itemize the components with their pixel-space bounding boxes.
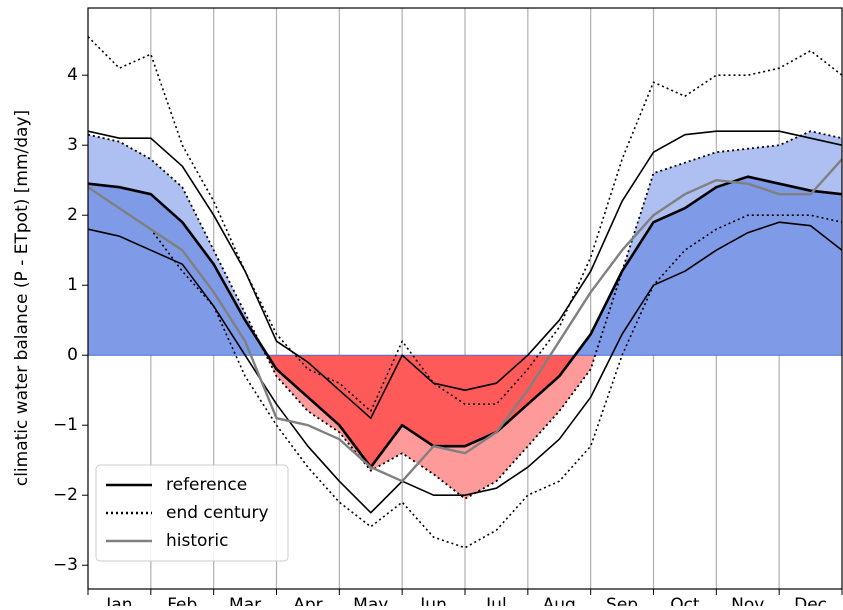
y-tick-label: 2 [67,205,78,225]
y-tick-label: −2 [53,485,78,505]
legend-label: end century [166,503,269,523]
series-line [88,36,843,412]
x-tick-label: Aug [543,595,576,606]
legend-label: reference [166,475,247,495]
y-tick-label: 4 [67,65,78,85]
legend-label: historic [166,531,228,551]
x-tick-label: Apr [293,595,322,606]
reference-area [88,176,842,355]
y-tick-label: −1 [53,415,78,435]
legend-box [95,464,289,562]
series-line [88,175,843,469]
series-line [88,186,843,549]
series-line [88,130,843,419]
series-line [88,158,843,483]
x-tick-label: Mar [229,595,261,606]
y-tick-label: 3 [67,135,78,155]
x-tick-label: Feb [167,595,197,606]
x-tick-label: Jul [485,595,507,606]
x-tick-label: Oct [670,595,700,606]
y-tick-label: 0 [67,345,78,365]
x-tick-label: Jun [419,595,447,606]
x-tick-label: Sep [606,595,638,606]
plot-frame [87,7,843,590]
reference-area [88,355,842,468]
fill-above [88,131,842,355]
y-axis-label: climatic water balance (P - ETpot) [mm/d… [12,110,32,486]
y-tick-label: 1 [67,275,78,295]
x-tick-label: Nov [731,595,764,606]
y-tick-label: −3 [53,555,78,575]
lines [88,36,843,549]
change-area [88,131,842,355]
series-line [88,130,843,500]
x-tick-label: Jan [105,595,132,606]
x-tick-label: May [353,595,388,606]
x-tick-label: Dec [794,595,827,606]
